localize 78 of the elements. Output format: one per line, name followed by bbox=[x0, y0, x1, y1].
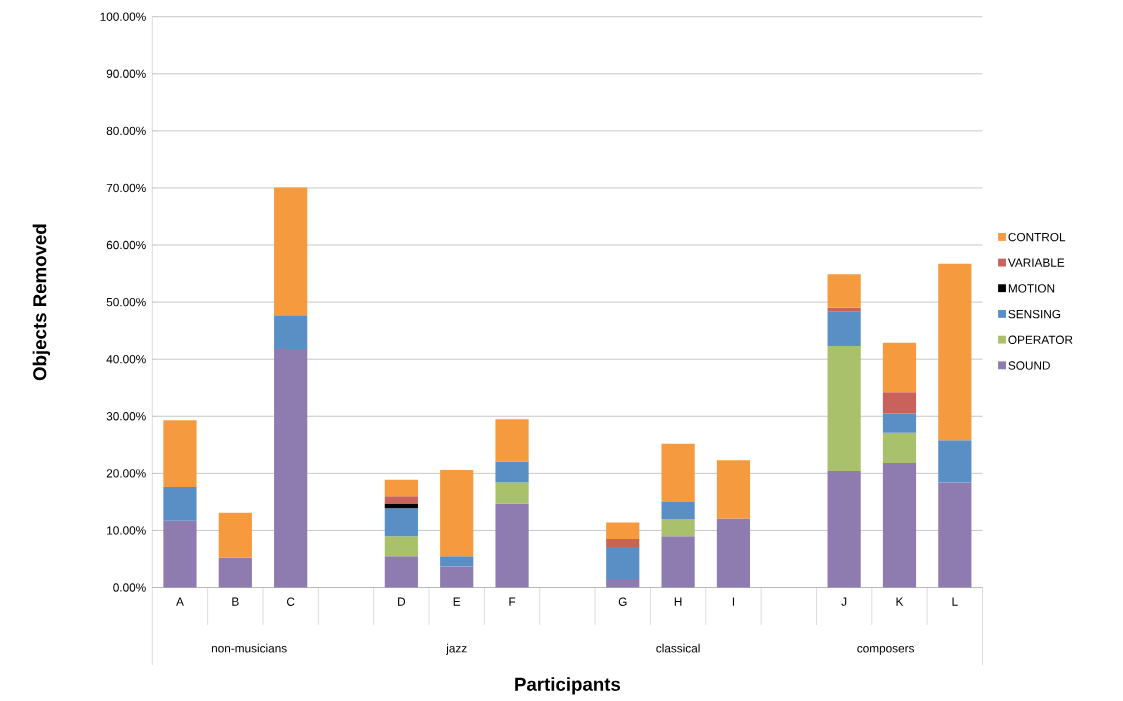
bar bbox=[440, 566, 474, 588]
bar bbox=[661, 519, 695, 537]
bar bbox=[882, 342, 917, 393]
text: composers bbox=[857, 646, 915, 656]
y-axis-title: Objects Removed bbox=[32, 224, 51, 381]
bar bbox=[218, 512, 252, 559]
bar bbox=[495, 503, 529, 588]
x-tick-label: F bbox=[509, 597, 516, 606]
bar bbox=[274, 349, 308, 588]
bar bbox=[827, 312, 861, 347]
x-tick-label: G bbox=[618, 597, 627, 607]
y-tick-label: 50.00% bbox=[106, 298, 146, 307]
legend-label: VARIABLE bbox=[1007, 258, 1065, 267]
bar bbox=[882, 463, 917, 588]
bar bbox=[606, 539, 640, 548]
bar bbox=[938, 440, 972, 483]
bar bbox=[716, 518, 751, 588]
bar bbox=[661, 502, 695, 520]
y-tick-label: 30.00% bbox=[106, 412, 146, 421]
bar bbox=[440, 470, 474, 557]
x-tick-label: E bbox=[453, 597, 461, 606]
legend-label: SOUND bbox=[1008, 361, 1050, 370]
y-tick-label: 90.00% bbox=[106, 69, 146, 79]
y-tick-label: 0.00% bbox=[113, 583, 146, 592]
y-tick-label: 100.00% bbox=[100, 12, 146, 22]
bar bbox=[882, 392, 917, 414]
y-tick-label: 70.00% bbox=[106, 184, 146, 193]
bar bbox=[218, 558, 252, 588]
bar bbox=[938, 264, 972, 441]
bar bbox=[384, 508, 418, 537]
bar bbox=[882, 413, 917, 434]
y-tick-label: 60.00% bbox=[106, 241, 146, 250]
x-tick-label: H bbox=[674, 597, 682, 606]
bar bbox=[827, 308, 861, 313]
bar bbox=[827, 471, 861, 588]
text: classical bbox=[656, 644, 700, 653]
bar bbox=[827, 274, 861, 309]
x-tick-label: I bbox=[732, 597, 734, 606]
bar bbox=[716, 460, 751, 519]
bar bbox=[661, 536, 695, 588]
legend-label: OPERATOR bbox=[1008, 335, 1073, 345]
bar bbox=[606, 522, 640, 540]
bar bbox=[384, 479, 418, 497]
bar bbox=[495, 419, 529, 462]
bar bbox=[440, 556, 474, 567]
y-tick-label: 40.00% bbox=[106, 355, 146, 364]
bar bbox=[384, 496, 418, 504]
bar bbox=[938, 482, 972, 588]
x-tick-label: A bbox=[176, 597, 184, 606]
bar bbox=[606, 547, 640, 581]
bar bbox=[274, 187, 308, 316]
y-tick-label: 10.00% bbox=[107, 526, 146, 535]
x-tick-label: D bbox=[398, 597, 406, 606]
bar bbox=[882, 433, 917, 464]
y-tick-label: 80.00% bbox=[106, 126, 146, 136]
bar bbox=[606, 580, 640, 588]
legend-label: CONTROL bbox=[1008, 233, 1066, 242]
bar bbox=[661, 443, 695, 503]
bar bbox=[384, 556, 418, 588]
bar bbox=[827, 346, 861, 472]
x-tick-label: B bbox=[232, 597, 239, 606]
y-tick-label: 20.00% bbox=[106, 469, 146, 478]
bar bbox=[274, 315, 308, 350]
x-tick-label: K bbox=[896, 597, 904, 606]
text: non-musicians bbox=[211, 644, 287, 653]
bar bbox=[163, 520, 197, 588]
bar bbox=[384, 536, 418, 557]
bar bbox=[495, 482, 529, 504]
bar bbox=[495, 461, 529, 483]
legend-label: MOTION bbox=[1008, 284, 1055, 293]
x-axis-title: Participants bbox=[515, 677, 621, 695]
bar bbox=[163, 420, 197, 488]
text: jazz bbox=[445, 644, 467, 656]
bar bbox=[163, 487, 197, 521]
x-tick-label: C bbox=[287, 597, 295, 607]
x-tick-label: L bbox=[952, 597, 958, 606]
legend-label: SENSING bbox=[1008, 310, 1061, 319]
x-tick-label: J bbox=[841, 597, 847, 607]
